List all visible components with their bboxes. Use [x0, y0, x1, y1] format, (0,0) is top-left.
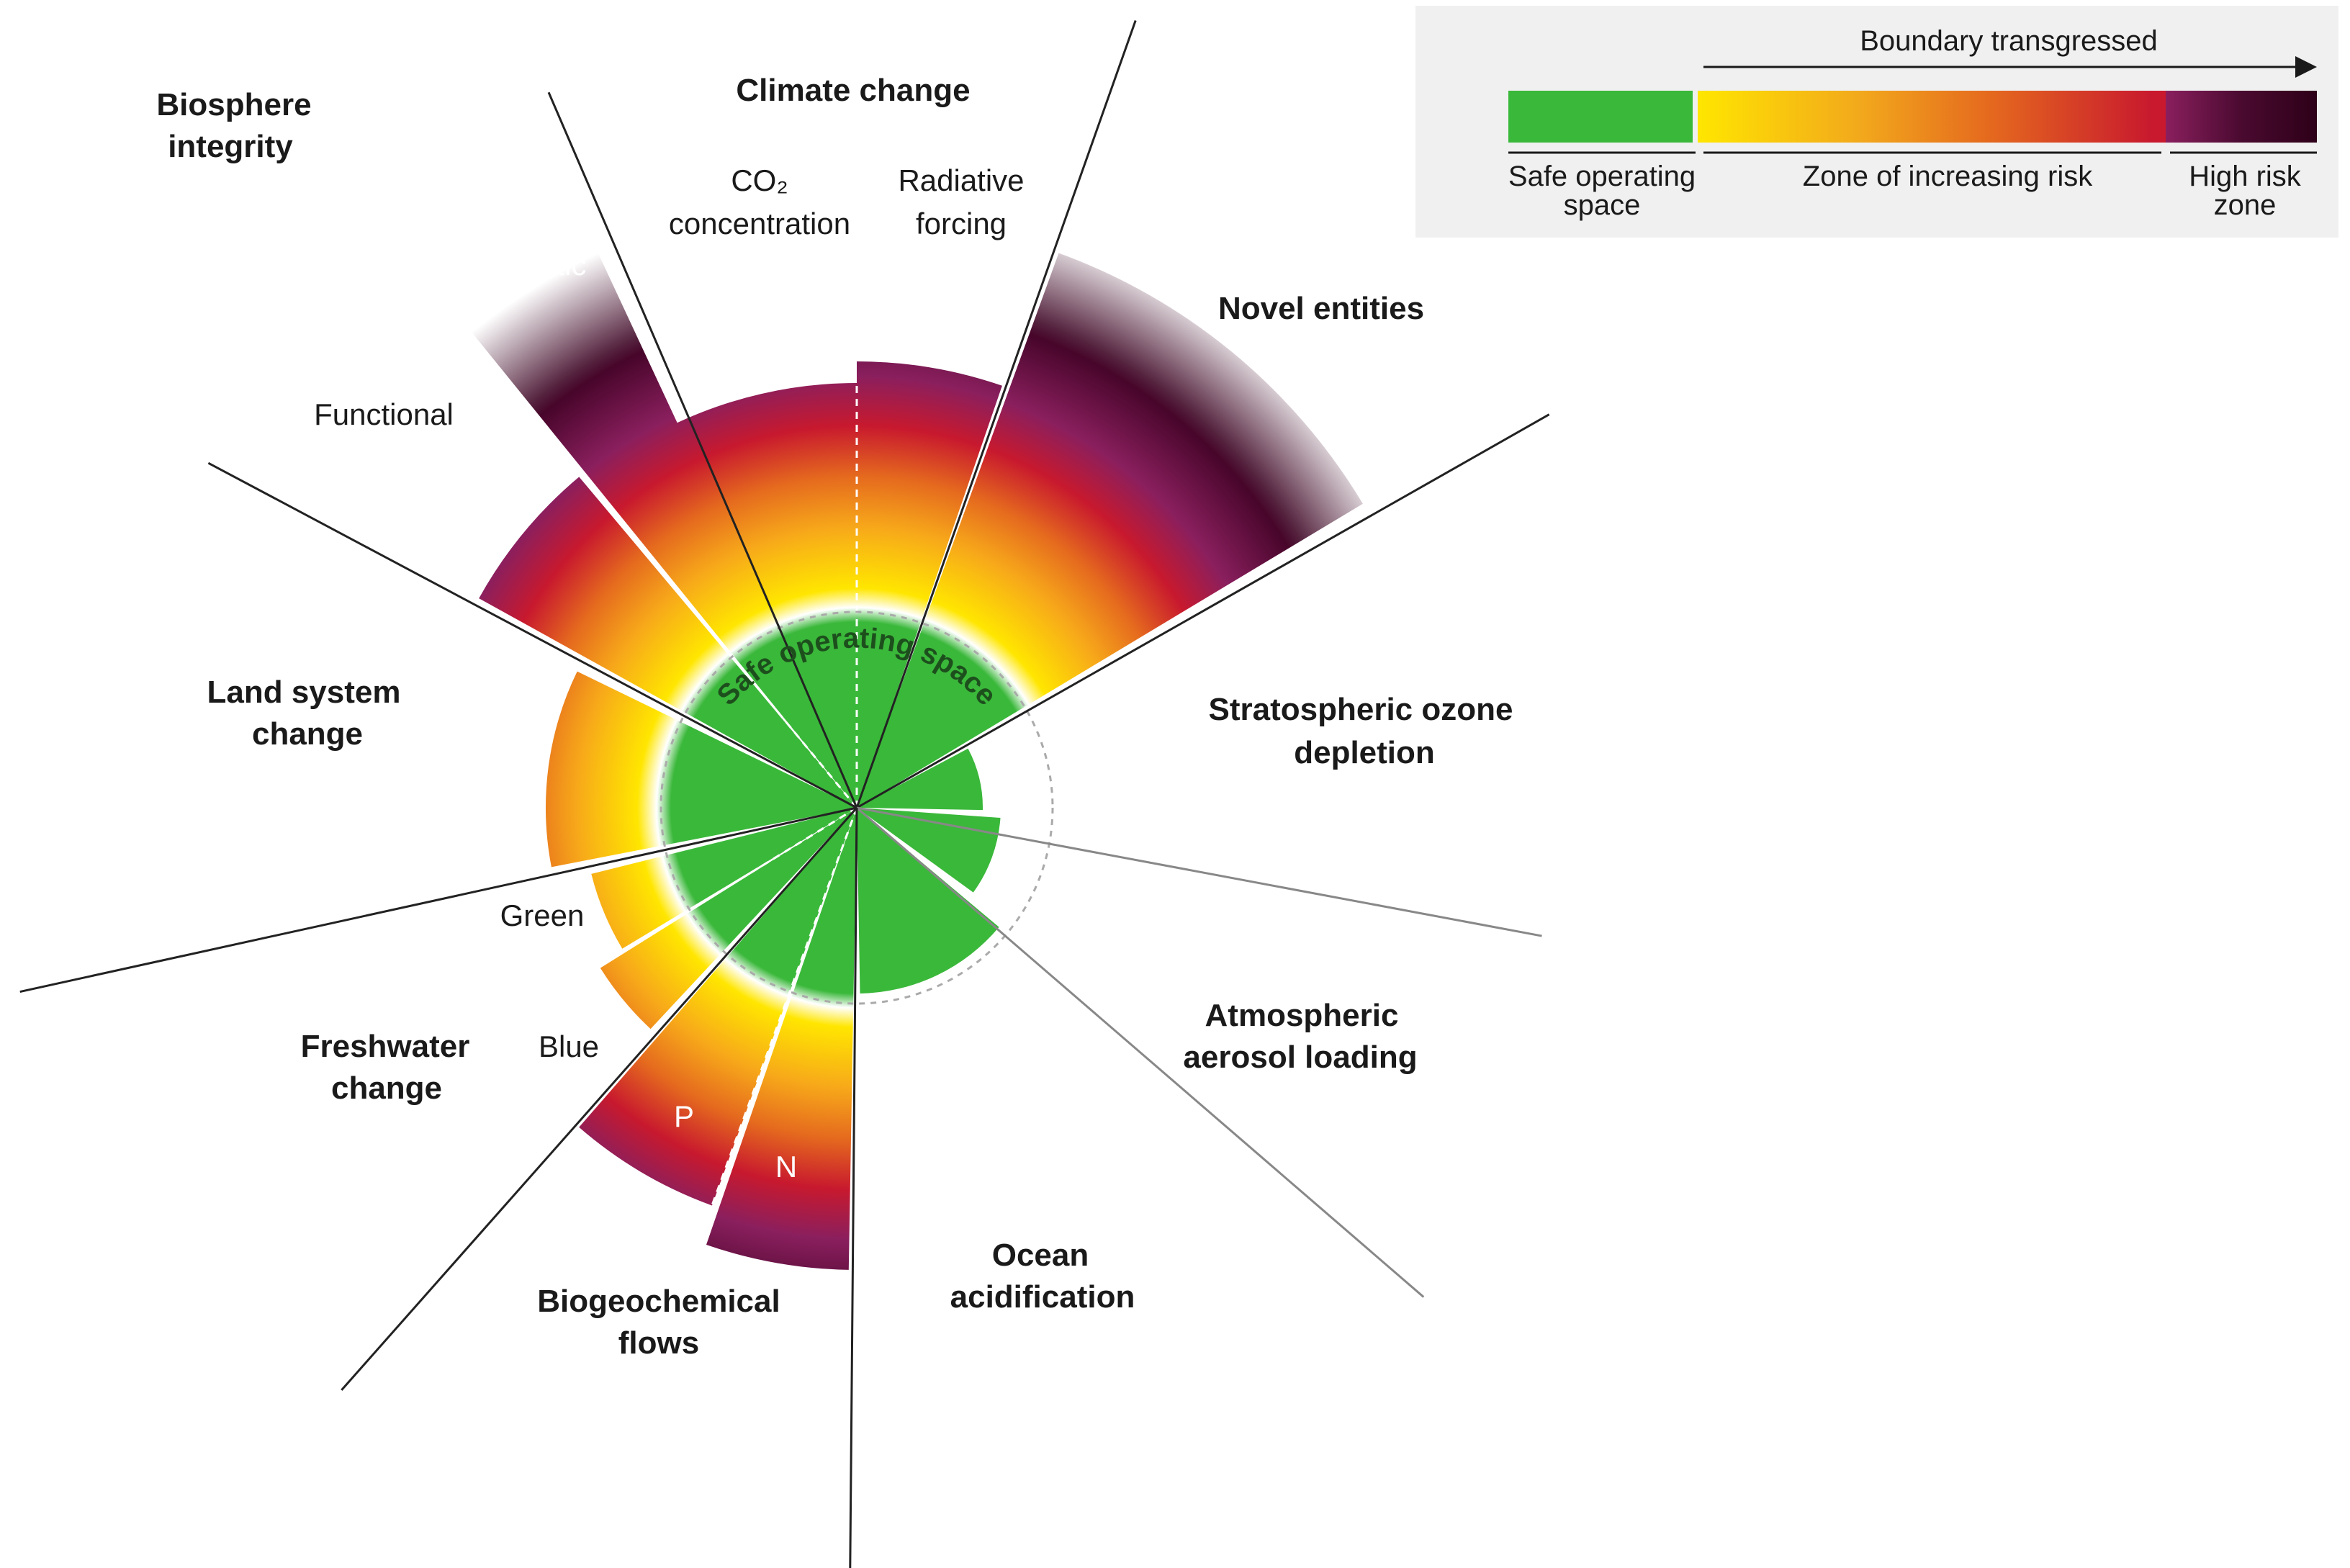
label-novel-entities: Novel entities — [1218, 291, 1424, 326]
divider-ocean-biogeo — [849, 807, 858, 1568]
label-aerosol-line2: aerosol loading — [1183, 1040, 1417, 1075]
label-ozone-line2: depletion — [1294, 735, 1435, 770]
divider-land-biosphere — [207, 461, 857, 809]
dash-green-blue — [623, 806, 857, 952]
label-co2-line2: concentration — [669, 207, 850, 240]
legend-risk-swatch — [1698, 91, 2166, 143]
label-land-line1: Land system — [207, 675, 401, 710]
dash-functional-genetic — [581, 474, 858, 808]
legend-high-label-2: zone — [2214, 189, 2277, 221]
label-biogeo-line2: flows — [618, 1325, 699, 1361]
label-blue-water: Blue — [539, 1029, 599, 1063]
wedge-novel — [857, 253, 1363, 808]
divider-biogeo-freshwater — [341, 807, 858, 1391]
legend: Boundary transgressed Safe operating spa… — [1415, 6, 2338, 238]
legend-arrow-label: Boundary transgressed — [1860, 25, 2158, 57]
legend-safe-swatch — [1508, 91, 1693, 143]
label-ocean-line2: acidification — [950, 1279, 1135, 1315]
label-radiative-line1: Radiative — [898, 163, 1024, 197]
label-ozone-line1: Stratospheric ozone — [1209, 692, 1513, 727]
label-genetic: Genetic — [482, 248, 587, 281]
wedge-functional — [479, 477, 857, 808]
boundary-wedges — [390, 135, 1363, 1270]
label-ocean-line1: Ocean — [992, 1238, 1089, 1273]
safe-boundary-circle — [659, 610, 1054, 1005]
sector-dividers — [19, 20, 1550, 1568]
wedge-ozone — [857, 748, 983, 811]
divider-climate-novel — [855, 20, 1137, 808]
legend-high-label-1: High risk — [2189, 161, 2302, 192]
label-biogeo-line1: Biogeochemical — [537, 1284, 780, 1319]
label-radiative-line2: forcing — [916, 207, 1007, 240]
label-green-water: Green — [500, 898, 585, 932]
label-co2-line1: CO₂ — [731, 163, 788, 197]
label-climate-change: Climate change — [736, 73, 970, 108]
wedge-phosphorus — [579, 808, 857, 1206]
wedge-green-water — [591, 808, 857, 949]
wedge-genetic — [390, 135, 857, 808]
label-biosphere-line1: Biosphere — [156, 87, 311, 122]
wedge-ocean — [857, 808, 999, 993]
divider-freshwater-land — [19, 806, 857, 993]
wedge-nitrogen — [706, 808, 857, 1270]
divider-biosphere-climate — [547, 91, 858, 808]
wedge-land — [545, 671, 857, 868]
divider-ozone-aerosol — [856, 806, 1542, 937]
legend-risk-label: Zone of increasing risk — [1803, 161, 2093, 192]
dash-p-n — [710, 807, 858, 1207]
label-freshwater-line1: Freshwater — [301, 1029, 470, 1064]
label-functional: Functional — [314, 397, 454, 431]
divider-aerosol-ocean — [856, 806, 1425, 1298]
label-phosphorus: P — [674, 1099, 694, 1133]
category-labels: Climate change CO₂ concentration Radiati… — [156, 73, 1513, 1361]
divider-novel-ozone — [856, 413, 1550, 809]
label-land-line2: change — [252, 716, 363, 752]
legend-safe-label-1: Safe operating — [1508, 161, 1696, 192]
label-nitrogen: N — [775, 1150, 797, 1184]
label-biosphere-line2: integrity — [168, 129, 293, 164]
label-aerosol-line1: Atmospheric — [1205, 998, 1399, 1033]
legend-safe-label-2: space — [1564, 189, 1641, 221]
legend-high-swatch — [2166, 91, 2317, 143]
wedge-blue-water — [600, 808, 857, 1029]
label-freshwater-line2: change — [331, 1071, 442, 1106]
wedge-radiative — [857, 361, 1002, 808]
